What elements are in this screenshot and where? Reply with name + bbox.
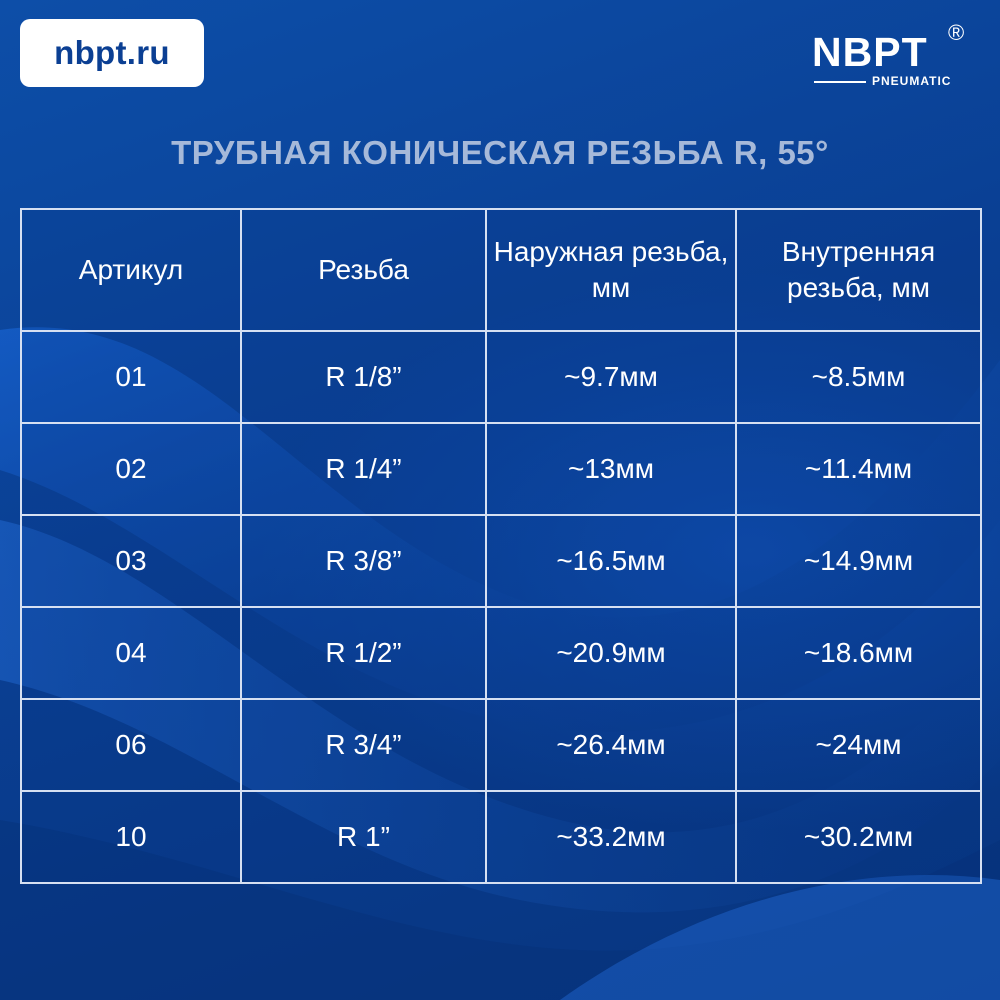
page-title: ТРУБНАЯ КОНИЧЕСКАЯ РЕЗЬБА R, 55° [171, 134, 829, 171]
table-row: 03 R 3/8” ~16.5мм ~14.9мм [20, 514, 982, 608]
thread-spec-table: Артикул Резьба Наружная резьба, мм Внутр… [20, 208, 982, 884]
cell-thread: R 1” [240, 790, 487, 884]
header-article: Артикул [20, 208, 242, 332]
cell-outer: ~9.7мм [485, 330, 737, 424]
header-inner-diameter: Внутренняя резьба, мм [735, 208, 982, 332]
cell-article: 06 [20, 698, 242, 792]
cell-outer: ~13мм [485, 422, 737, 516]
cell-inner: ~11.4мм [735, 422, 982, 516]
cell-thread: R 3/4” [240, 698, 487, 792]
cell-inner: ~30.2мм [735, 790, 982, 884]
header-outer-diameter: Наружная резьба, мм [485, 208, 737, 332]
table-row: 06 R 3/4” ~26.4мм ~24мм [20, 698, 982, 792]
table-row: 02 R 1/4” ~13мм ~11.4мм [20, 422, 982, 516]
cell-outer: ~16.5мм [485, 514, 737, 608]
cell-thread: R 1/8” [240, 330, 487, 424]
cell-article: 10 [20, 790, 242, 884]
logo-underline [814, 81, 866, 83]
site-label: nbpt.ru [54, 34, 170, 71]
cell-article: 04 [20, 606, 242, 700]
header-thread: Резьба [240, 208, 487, 332]
cell-inner: ~8.5мм [735, 330, 982, 424]
site-badge[interactable]: nbpt.ru [20, 19, 204, 87]
brand-logo: NBPT ® PNEUMATIC [812, 20, 982, 94]
table-row: 10 R 1” ~33.2мм ~30.2мм [20, 790, 982, 884]
cell-thread: R 1/4” [240, 422, 487, 516]
cell-thread: R 1/2” [240, 606, 487, 700]
cell-outer: ~20.9мм [485, 606, 737, 700]
logo-brand: NBPT [812, 29, 928, 75]
logo-subtitle: PNEUMATIC [872, 74, 952, 88]
cell-thread: R 3/8” [240, 514, 487, 608]
cell-article: 03 [20, 514, 242, 608]
table-header-row: Артикул Резьба Наружная резьба, мм Внутр… [20, 208, 982, 332]
cell-outer: ~33.2мм [485, 790, 737, 884]
table-row: 04 R 1/2” ~20.9мм ~18.6мм [20, 606, 982, 700]
registered-mark: ® [948, 20, 965, 45]
cell-inner: ~24мм [735, 698, 982, 792]
cell-outer: ~26.4мм [485, 698, 737, 792]
table-row: 01 R 1/8” ~9.7мм ~8.5мм [20, 330, 982, 424]
cell-article: 01 [20, 330, 242, 424]
cell-article: 02 [20, 422, 242, 516]
cell-inner: ~18.6мм [735, 606, 982, 700]
cell-inner: ~14.9мм [735, 514, 982, 608]
